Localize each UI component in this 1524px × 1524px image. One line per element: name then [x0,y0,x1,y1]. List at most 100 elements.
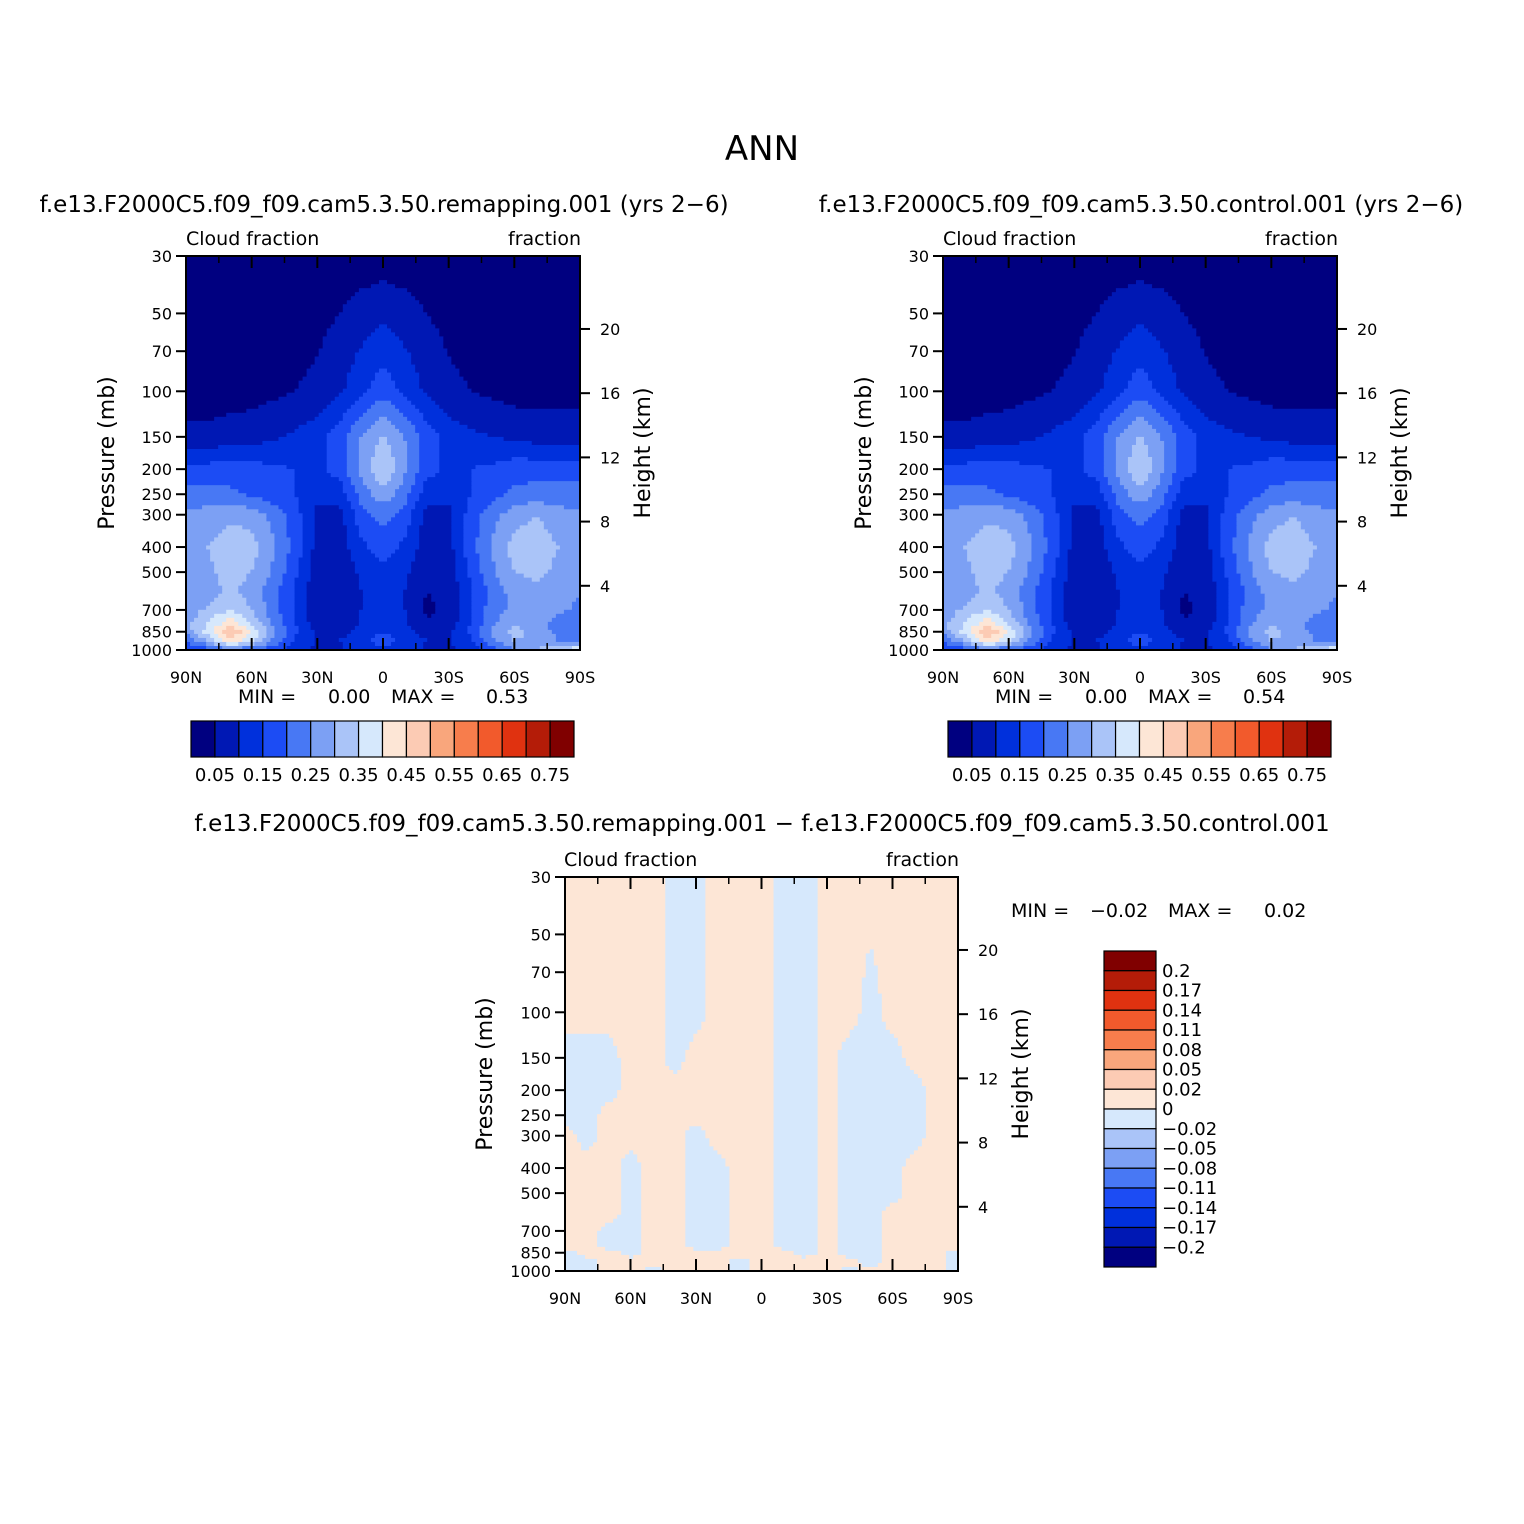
contour-cell [1131,420,1149,426]
contour-cell [1067,364,1109,370]
contour-cell [471,489,509,494]
panel-control: f.e13.F2000C5.f09_f09.cam5.3.50.control.… [819,192,1463,786]
contour-cell [943,412,984,418]
contour-cell [186,408,247,414]
contour-cell [1164,348,1205,354]
y-axis-label: Pressure (mb) [852,376,877,530]
contour-cell [665,1033,694,1039]
contour-cell [717,1150,775,1156]
contour-cell [1216,601,1230,607]
contour-cell [1131,633,1149,639]
contour-cell [1288,440,1338,446]
contour-cell [1248,533,1270,539]
contour-cell [471,593,489,599]
contour-cell [705,953,775,959]
contour-cell [1127,549,1153,555]
contour-cell [581,1142,594,1147]
contour-cell [565,957,666,963]
contour-cell [439,332,581,338]
contour-cell [294,489,344,494]
contour-cell [601,1110,775,1115]
contour-cell [451,356,581,362]
contour-cell [865,965,879,971]
contour-cell [1031,625,1045,631]
contour-cell [963,641,972,647]
contour-cell [483,581,501,587]
contour-cell [222,585,239,591]
contour-cell [1196,453,1338,458]
colorbar-label: 0.05 [952,765,992,786]
contour-cell [1256,617,1310,623]
contour-cell [685,1226,731,1232]
contour-cell [773,1021,819,1027]
contour-cell [837,1186,903,1192]
contour-cell [555,637,581,643]
contour-cell [543,501,581,506]
contour-cell [1039,617,1053,623]
contour-cell [817,1082,839,1087]
colorbar-label: 0.08 [1162,1040,1202,1061]
contour-cell [358,501,408,506]
contour-cell [555,549,581,555]
contour-cell [837,1086,927,1091]
contour-cell [1123,541,1157,547]
contour-cell [511,533,553,539]
contour-cell [471,609,485,615]
contour-cell [565,1238,598,1244]
contour-cell [971,416,1073,422]
contour-cell [1023,613,1041,619]
contour-cell [411,485,424,490]
contour-cell [701,1021,775,1027]
contour-cell [943,288,1117,293]
contour-cell [186,605,207,611]
y-tick-label: 200 [520,1081,551,1100]
contour-cell [1180,601,1193,607]
contour-cell [773,953,819,959]
contour-cell [346,408,368,414]
contour-cell [597,1230,642,1236]
contour-cell [1043,529,1061,535]
contour-cell [1115,473,1133,478]
contour-cell [1232,537,1250,543]
contour-cell [214,569,251,575]
contour-cell [897,1041,959,1047]
contour-cell [1103,537,1121,543]
contour-cell [665,1049,686,1055]
contour-cell [1055,565,1069,571]
contour-cell [1115,493,1129,498]
contour-cell [817,1246,839,1252]
colorbar-label: 0.15 [1000,765,1040,786]
contour-cell [983,617,992,623]
contour-cell [358,348,408,354]
contour-cell [387,324,436,329]
contour-cell [1260,493,1338,498]
contour-cell [685,1146,714,1151]
contour-cell [358,461,372,466]
contour-cell [1176,469,1197,474]
contour-cell [1208,505,1226,510]
contour-cell [565,1094,618,1099]
contour-cell [817,989,863,995]
contour-cell [1115,448,1133,454]
contour-cell [1300,521,1338,526]
contour-cell [186,589,223,595]
contour-cell [294,428,332,434]
contour-cell [565,1057,622,1063]
contour-cell [1027,521,1045,526]
contour-cell [881,1234,959,1240]
y-tick-label: 50 [152,304,172,323]
contour-cell [226,617,235,623]
contour-cell [565,913,666,918]
contour-cell [1272,529,1306,535]
contour-cell [427,593,432,599]
y-tick-label: 850 [520,1244,551,1263]
contour-cell [817,881,959,886]
colorbar-label: 0.35 [339,765,379,786]
contour-cell [459,589,473,595]
contour-cell [975,444,1085,450]
contour-cell [374,553,392,559]
contour-cell [685,1138,710,1143]
contour-cell [1164,529,1177,535]
contour-cell [415,549,456,555]
contour-cell [1220,549,1234,555]
